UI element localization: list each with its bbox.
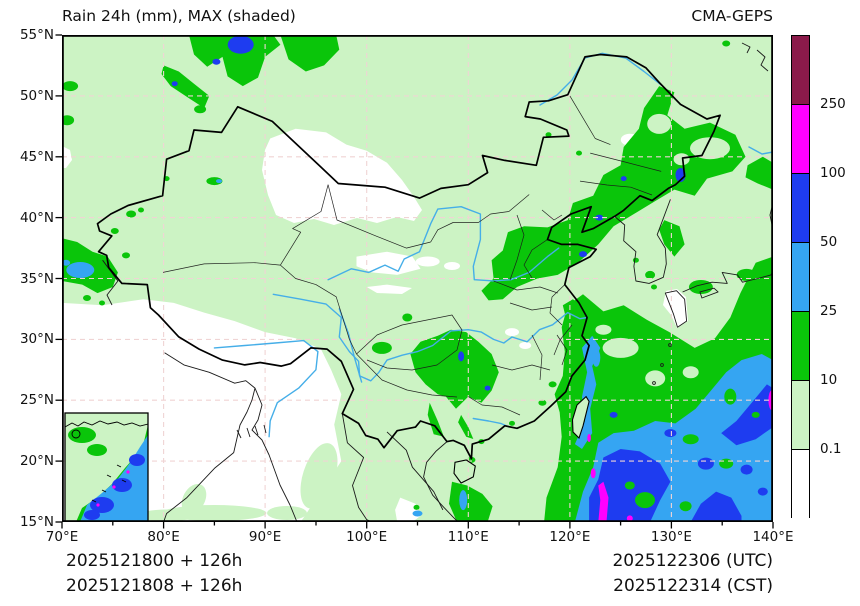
valid-time-utc: 2025122306 (UTC) xyxy=(612,551,773,571)
precip-map xyxy=(55,34,774,529)
y-tick-label: 40°N xyxy=(19,209,54,226)
axis-ticks xyxy=(55,34,774,529)
colorbar-segment xyxy=(792,36,809,105)
colorbar-tick-label: 250 xyxy=(820,96,846,112)
colorbar xyxy=(791,35,810,519)
x-tick-label: 130°E xyxy=(650,529,692,545)
x-tick-label: 100°E xyxy=(346,529,388,545)
light-holes-layer xyxy=(595,113,730,387)
y-tick-label: 35°N xyxy=(19,270,54,287)
x-tick-label: 90°E xyxy=(248,529,282,545)
init-time-line1: 2025121800 + 126h xyxy=(66,551,243,571)
colorbar-segment xyxy=(792,105,809,174)
x-tick-label: 120°E xyxy=(549,529,591,545)
y-tick-label: 30°N xyxy=(19,331,54,348)
hainan-island xyxy=(453,459,476,484)
y-tick-label: 25°N xyxy=(19,392,54,409)
colorbar-tick-label: 0.1 xyxy=(820,441,842,457)
colorbar-segment xyxy=(792,312,809,381)
x-tick-label: 80°E xyxy=(147,529,180,545)
valid-time-block: 2025122306 (UTC) 2025122314 (CST) xyxy=(612,549,773,599)
x-tick-label: 140°E xyxy=(752,529,794,545)
valid-time-cst: 2025122314 (CST) xyxy=(613,576,773,596)
rain-100-250-layer xyxy=(587,390,773,522)
colorbar-tick-label: 25 xyxy=(820,303,838,319)
colorbar-segment xyxy=(792,450,809,519)
init-time-line2: 2025121808 + 126h xyxy=(66,576,243,596)
init-time-block: 2025121800 + 126h 2025121808 + 126h xyxy=(66,549,242,599)
y-tick-label: 20°N xyxy=(19,453,54,470)
colorbar-segment xyxy=(792,243,809,312)
colorbar-segment xyxy=(792,381,809,450)
inset-border xyxy=(64,412,149,522)
china-border xyxy=(96,53,721,460)
colorbar-tick-label: 50 xyxy=(820,234,838,250)
province-borders-layer xyxy=(162,95,662,416)
taiwan-island xyxy=(571,395,590,440)
plot-title: Rain 24h (mm), MAX (shaded) xyxy=(62,7,296,25)
y-tick-label: 55°N xyxy=(19,27,54,43)
x-tick-label: 110°E xyxy=(447,529,489,545)
map-frame xyxy=(55,34,774,529)
map-layers xyxy=(62,35,773,522)
x-tick-label: 70°E xyxy=(45,529,79,545)
y-tick-label: 50°N xyxy=(19,87,54,104)
graticule xyxy=(62,35,773,522)
colorbar-segment xyxy=(792,174,809,243)
colorbar-tick-label: 100 xyxy=(820,165,846,181)
model-name: CMA-GEPS xyxy=(691,7,773,25)
colorbar-tick-label: 10 xyxy=(820,372,838,388)
scs-inset xyxy=(64,412,149,522)
light-rain-strips xyxy=(138,428,361,522)
y-tick-label: 45°N xyxy=(19,148,54,165)
y-tick-label: 15°N xyxy=(19,514,54,530)
